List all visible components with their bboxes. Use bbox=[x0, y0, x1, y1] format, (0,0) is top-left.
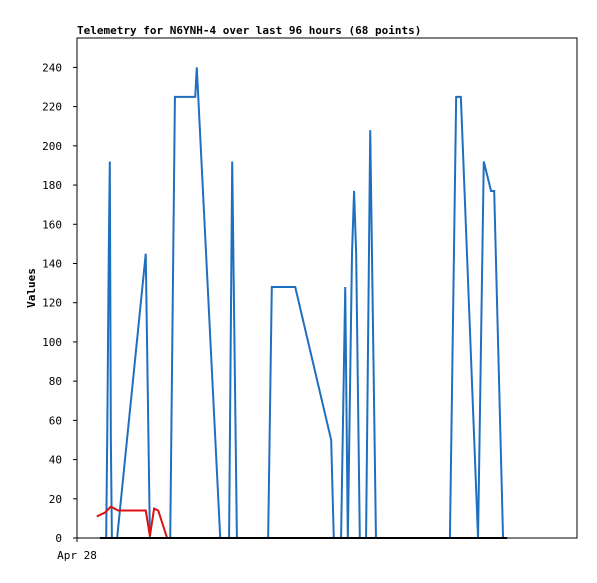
y-tick-label: 120 bbox=[42, 297, 62, 310]
y-tick-label: 140 bbox=[42, 257, 62, 270]
chart-title: Telemetry for N6YNH-4 over last 96 hours… bbox=[77, 24, 421, 37]
y-tick-label: 20 bbox=[49, 493, 62, 506]
y-axis-label: Values bbox=[25, 268, 38, 308]
y-tick-label: 220 bbox=[42, 101, 62, 114]
series-line bbox=[105, 67, 505, 539]
y-tick-label: 180 bbox=[42, 179, 62, 192]
y-tick-label: 0 bbox=[55, 532, 62, 545]
y-tick-label: 40 bbox=[49, 454, 62, 467]
y-tick-label: 60 bbox=[49, 414, 62, 427]
y-tick-label: 100 bbox=[42, 336, 62, 349]
y-tick-label: 200 bbox=[42, 140, 62, 153]
series-line bbox=[96, 505, 169, 539]
y-tick-label: 80 bbox=[49, 375, 62, 388]
y-tick-label: 160 bbox=[42, 218, 62, 231]
y-tick-label: 240 bbox=[42, 61, 62, 74]
x-tick-label: Apr 28 bbox=[57, 549, 97, 562]
